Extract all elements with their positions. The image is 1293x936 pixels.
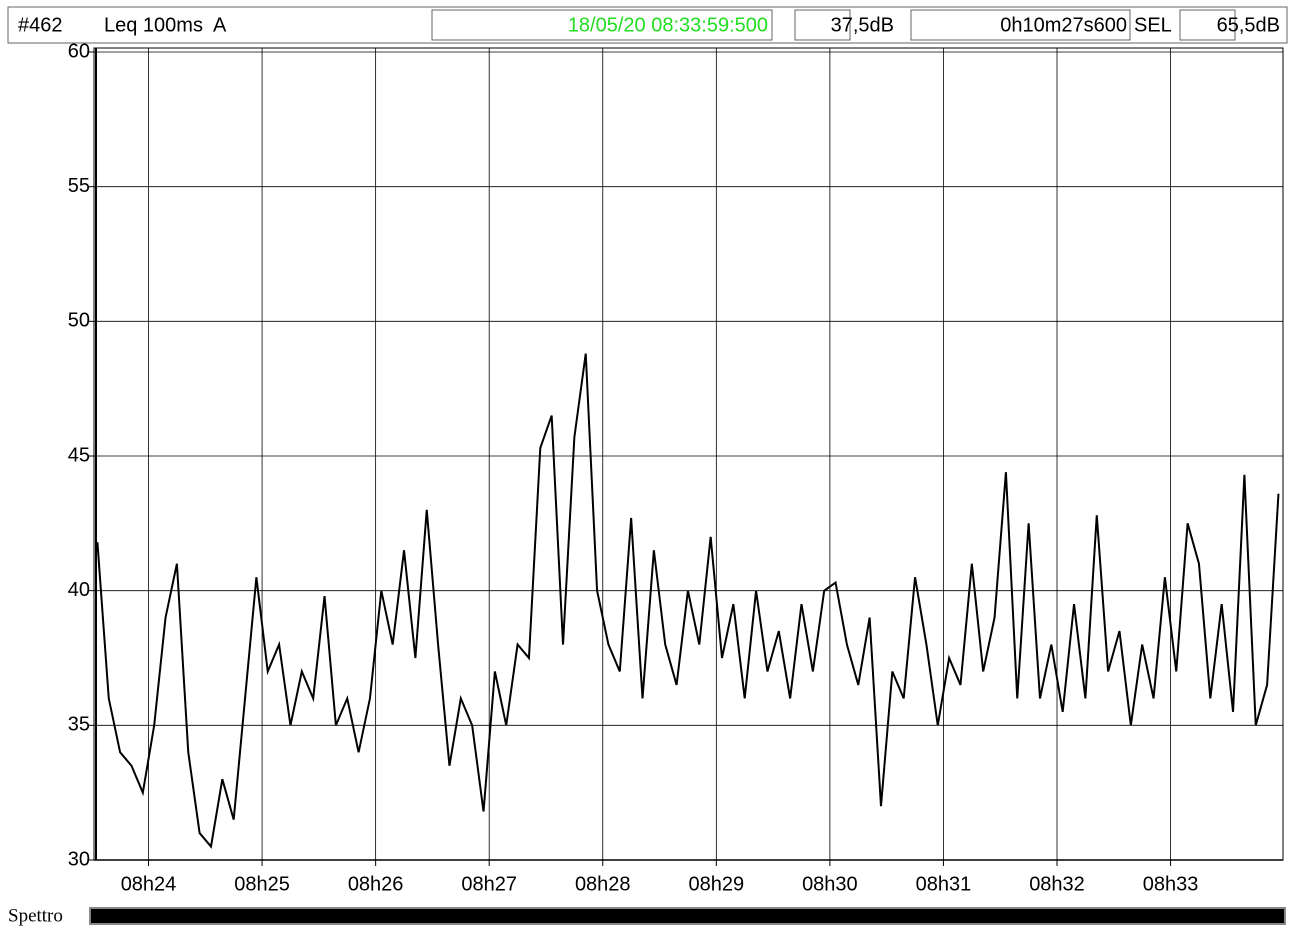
x-tick-label: 08h28 — [575, 873, 631, 895]
y-tick-label: 55 — [68, 175, 90, 197]
sel-value: 65,5dB — [1217, 14, 1280, 36]
y-tick-label: 60 — [68, 40, 90, 62]
x-tick-label: 08h26 — [348, 873, 404, 895]
x-tick-label: 08h25 — [234, 873, 290, 895]
x-tick-label: 08h33 — [1143, 873, 1199, 895]
x-tick-label: 08h30 — [802, 873, 858, 895]
plot: 30 35 40 45 50 55 60 08h24 08h25 08h26 08h27 08h28 0… — [68, 40, 1284, 895]
timestamp: 18/05/20 08:33:59:500 — [568, 14, 768, 36]
x-tick-label: 08h32 — [1029, 873, 1085, 895]
y-tick-label: 45 — [68, 444, 90, 466]
header-bar — [7, 6, 1288, 44]
y-tick-label: 35 — [68, 714, 90, 736]
duration-box — [910, 9, 1131, 41]
duration: 0h10m27s600 — [1000, 14, 1127, 36]
y-tick-label: 40 — [68, 579, 90, 601]
level: 37,5dB — [831, 14, 894, 36]
level-box — [794, 9, 851, 41]
y-tick-label: 30 — [68, 848, 90, 870]
x-tick-label: 08h27 — [461, 873, 517, 895]
x-tick-label: 08h24 — [121, 873, 177, 895]
x-tick-label: 08h29 — [689, 873, 745, 895]
y-tick-label: 50 — [68, 310, 90, 332]
mode: Leq 100ms A — [104, 14, 227, 36]
level-line — [96, 353, 1280, 849]
sel-box — [1179, 9, 1236, 41]
footer-label: Spettro — [8, 905, 63, 926]
record-id: #462 — [18, 14, 63, 36]
spectrum-bar — [89, 907, 1286, 925]
sel-label: SEL — [1134, 14, 1172, 36]
x-tick-label: 08h31 — [916, 873, 972, 895]
timestamp-box — [431, 9, 773, 41]
